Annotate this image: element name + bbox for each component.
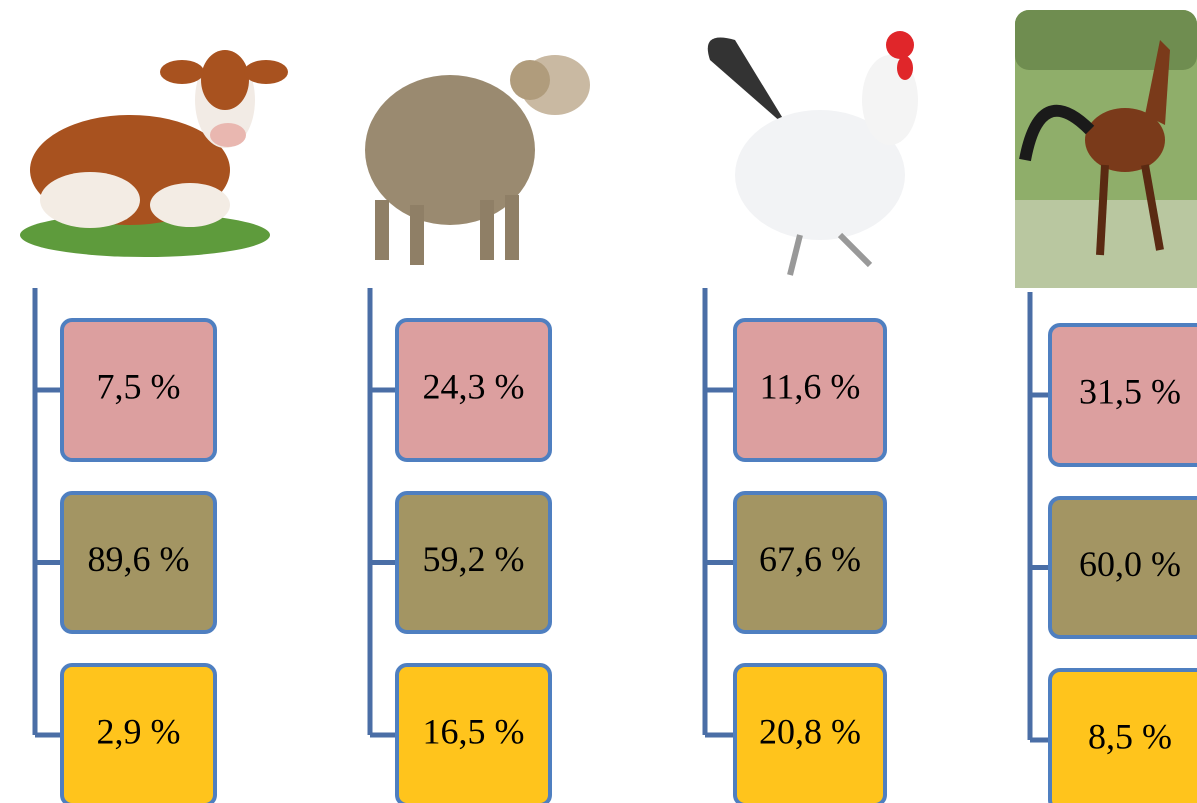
columns: 7,5 % 89,6 % 2,9 % 24,3 % 59,2 % 16,5 % 11,6 %… — [32, 288, 1197, 803]
value-box — [60, 663, 217, 803]
cow-image — [20, 50, 288, 257]
value-box — [395, 663, 552, 803]
value-label: 89,6 % — [88, 539, 190, 579]
value-label: 2,9 % — [97, 711, 181, 751]
value-box — [1048, 323, 1197, 467]
value-box — [733, 663, 887, 803]
value-box — [60, 318, 217, 462]
value-label: 8,5 % — [1088, 716, 1172, 756]
value-box — [395, 318, 552, 462]
value-box — [395, 491, 552, 634]
value-box — [1048, 668, 1197, 803]
value-label: 59,2 % — [423, 539, 525, 579]
value-label: 7,5 % — [97, 366, 181, 406]
value-box — [733, 491, 887, 634]
sheep-image — [365, 55, 590, 265]
value-label: 60,0 % — [1079, 544, 1181, 584]
value-label: 67,6 % — [759, 539, 861, 579]
value-label: 16,5 % — [423, 711, 525, 751]
horse-image — [1015, 10, 1197, 288]
value-box — [1048, 496, 1197, 639]
value-box — [60, 491, 217, 634]
value-label: 20,8 % — [759, 711, 861, 751]
chicken-image — [707, 31, 918, 276]
value-label: 31,5 % — [1079, 371, 1181, 411]
value-label: 11,6 % — [760, 366, 861, 406]
value-box — [733, 318, 887, 462]
value-label: 24,3 % — [423, 366, 525, 406]
